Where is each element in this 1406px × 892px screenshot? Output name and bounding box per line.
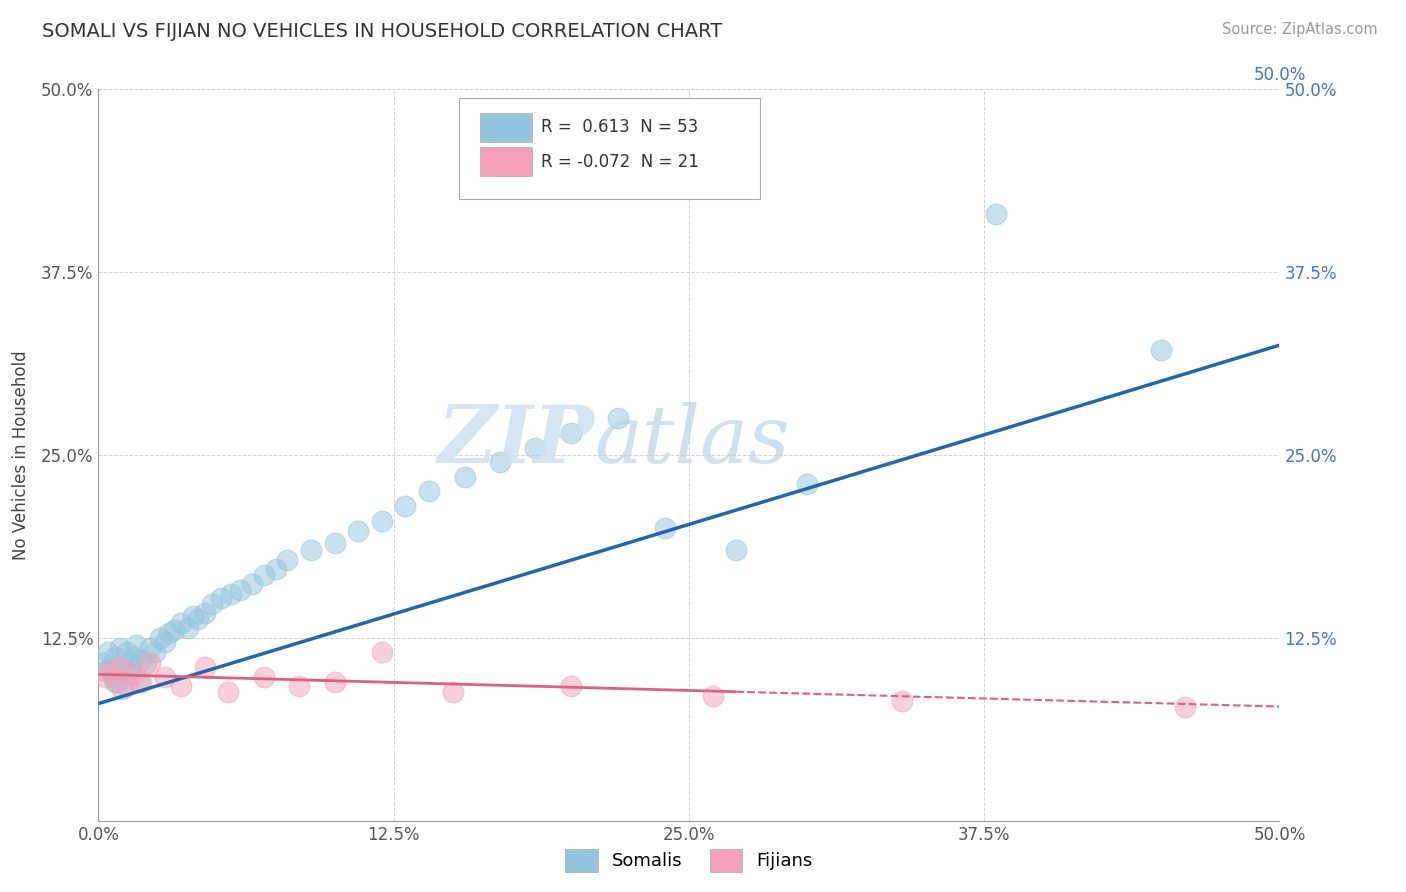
Point <box>108 640 131 655</box>
Text: ZIP: ZIP <box>437 401 595 479</box>
FancyBboxPatch shape <box>458 98 759 199</box>
Point <box>524 441 547 455</box>
Y-axis label: No Vehicles in Household: No Vehicles in Household <box>11 350 30 560</box>
Text: R = -0.072  N = 21: R = -0.072 N = 21 <box>541 153 699 170</box>
Point <box>394 499 416 513</box>
Point <box>201 597 224 611</box>
Point <box>98 660 121 674</box>
Point <box>111 681 134 696</box>
Point <box>104 674 127 689</box>
Point <box>702 690 724 704</box>
Point <box>153 635 176 649</box>
Point <box>122 667 145 681</box>
FancyBboxPatch shape <box>479 112 531 142</box>
FancyBboxPatch shape <box>479 147 531 177</box>
Point <box>104 649 127 664</box>
Point <box>105 674 128 689</box>
Text: R =  0.613  N = 53: R = 0.613 N = 53 <box>541 119 699 136</box>
Point <box>1174 699 1197 714</box>
Point <box>122 649 145 664</box>
Point <box>264 562 287 576</box>
Point <box>139 656 162 670</box>
Point <box>187 612 209 626</box>
Point <box>115 645 138 659</box>
Point <box>129 674 152 689</box>
Point <box>796 477 818 491</box>
Point <box>441 685 464 699</box>
Point <box>253 670 276 684</box>
Point <box>101 670 124 684</box>
Point <box>118 667 141 681</box>
Point <box>108 660 131 674</box>
Point <box>219 587 242 601</box>
Point <box>135 656 157 670</box>
Point <box>181 608 204 623</box>
Point <box>125 638 148 652</box>
Point <box>347 524 370 538</box>
Point <box>94 670 117 684</box>
Point <box>323 674 346 689</box>
Point <box>139 640 162 655</box>
Point <box>560 425 582 440</box>
Point <box>129 653 152 667</box>
Point <box>984 206 1007 220</box>
Point <box>163 624 186 638</box>
Point <box>115 679 138 693</box>
Point <box>143 645 166 659</box>
Point <box>229 582 252 597</box>
Point <box>890 694 912 708</box>
Point <box>170 616 193 631</box>
Point <box>128 674 150 689</box>
Point <box>121 656 143 670</box>
Point <box>560 679 582 693</box>
Point <box>418 484 440 499</box>
Point <box>453 470 475 484</box>
Point <box>607 411 630 425</box>
Legend: Somalis, Fijians: Somalis, Fijians <box>555 840 823 881</box>
Point <box>153 670 176 684</box>
Point <box>217 685 239 699</box>
Point <box>288 679 311 693</box>
Point <box>323 535 346 549</box>
Text: SOMALI VS FIJIAN NO VEHICLES IN HOUSEHOLD CORRELATION CHART: SOMALI VS FIJIAN NO VEHICLES IN HOUSEHOL… <box>42 22 723 41</box>
Point <box>371 514 394 528</box>
Point <box>94 665 117 679</box>
Text: atlas: atlas <box>595 401 790 479</box>
Point <box>97 645 120 659</box>
Point <box>98 665 121 679</box>
Point <box>253 567 276 582</box>
Point <box>112 660 135 674</box>
Point <box>371 645 394 659</box>
Point <box>157 626 180 640</box>
Point <box>91 656 114 670</box>
Point <box>725 543 748 558</box>
Point <box>170 679 193 693</box>
Point <box>299 543 322 558</box>
Point <box>194 660 217 674</box>
Point <box>654 521 676 535</box>
Point <box>240 576 263 591</box>
Text: Source: ZipAtlas.com: Source: ZipAtlas.com <box>1222 22 1378 37</box>
Point <box>149 631 172 645</box>
Point <box>489 455 512 469</box>
Point <box>276 553 298 567</box>
Point <box>209 591 232 606</box>
Point <box>1150 343 1173 357</box>
Point <box>177 621 200 635</box>
Point <box>194 606 217 620</box>
